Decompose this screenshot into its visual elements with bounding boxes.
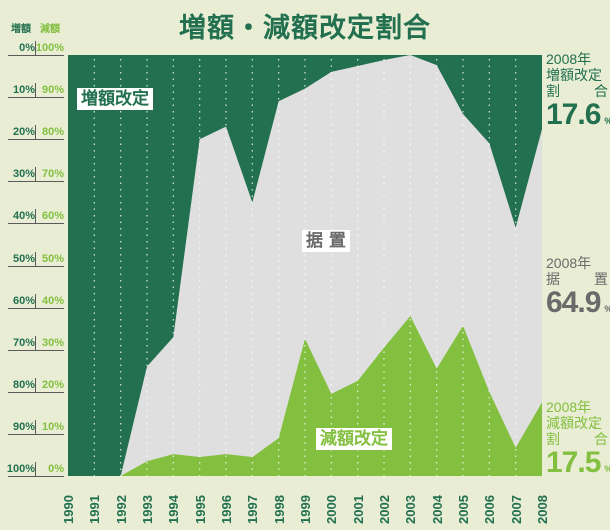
y-tick-row: 50% 50% [8, 250, 64, 267]
decrease-tick: 100% [35, 42, 64, 54]
decrease-tick: 0% [48, 463, 64, 475]
decrease-tick: 50% [41, 252, 64, 265]
y-tick-row: 100% 0% [6, 460, 64, 477]
summary-decrease-value: 17.5% [546, 446, 610, 485]
unchanged-label: 据 置 [302, 230, 350, 252]
tick-separator [35, 377, 36, 392]
year-text: 2001 [350, 495, 366, 524]
summary-decrease-label-top: 減額改定 [546, 415, 602, 431]
year-text: 2007 [508, 495, 524, 524]
tick-separator [35, 167, 36, 182]
label-a: 割 [546, 83, 560, 99]
y-tick-row: 30% 70% [8, 165, 64, 183]
y-tick-row: 20% 80% [8, 123, 64, 141]
summary-increase-year: 2008年 [546, 51, 592, 67]
year-text: 1997 [245, 495, 261, 524]
increase-tick: 80% [12, 378, 35, 391]
year-text: 1999 [298, 495, 313, 524]
year-text: 2006 [482, 495, 498, 524]
year-text: 1991 [87, 495, 103, 524]
chart-title: 増額・減額改定割合 [179, 13, 431, 44]
summary-increase-value: 17.6% [546, 98, 610, 137]
y-tick-row: 70% 30% [8, 334, 64, 351]
summary-unchanged-value: 64.9% [546, 286, 610, 325]
decrease-tick: 20% [41, 378, 64, 391]
year-text: 2004 [429, 495, 445, 524]
year-text: 1992 [113, 495, 129, 524]
year-text: 2003 [403, 495, 419, 524]
summary-decrease-label: 割合 [546, 431, 608, 447]
year-text: 1990 [61, 495, 76, 524]
year-text: 1993 [140, 495, 155, 524]
increase-tick: 20% [12, 126, 35, 139]
year-text: 1996 [219, 495, 234, 524]
y-tick-row: 0% 100% [8, 39, 64, 56]
decrease-tick: 90% [41, 84, 64, 97]
summary-increase-label-top: 増額改定 [546, 67, 602, 83]
decrease-tick: 70% [41, 168, 64, 181]
year-text: 2008 [535, 495, 550, 524]
value: 17.6 [546, 98, 601, 131]
tick-separator [35, 83, 36, 98]
y-tick-row: 60% 40% [8, 292, 64, 309]
increase-tick: 40% [12, 210, 35, 223]
decrease-area [68, 316, 542, 476]
decrease-tick: 80% [41, 126, 64, 139]
value: 17.5 [546, 446, 601, 479]
label-b: 置 [594, 271, 608, 287]
year-text: 1998 [271, 495, 287, 524]
increase-tick: 0% [19, 42, 35, 54]
x-tick-label: 2008 [527, 486, 557, 526]
year-text: 2005 [456, 495, 471, 524]
increase-tick: 10% [12, 84, 35, 97]
year-text: 2002 [377, 495, 392, 524]
label-b: 合 [594, 431, 608, 447]
tick-separator [35, 251, 36, 266]
increase-tick: 100% [6, 463, 35, 475]
unit: % [604, 304, 610, 314]
increase-tick: 90% [12, 420, 35, 433]
tick-separator [35, 335, 36, 350]
summary-increase-label: 割合 [546, 83, 608, 99]
value: 64.9 [546, 286, 601, 319]
summary-decrease: 2008年 減額改定 割合 17.5% [546, 399, 610, 485]
summary-decrease-year: 2008年 [546, 399, 592, 415]
y-tick-row: 80% 20% [8, 376, 64, 393]
decrease-tick: 30% [41, 336, 64, 349]
tick-separator [35, 41, 36, 55]
y-tick-row: 90% 10% [8, 418, 64, 435]
tick-separator [35, 419, 36, 434]
increase-tick: 30% [12, 168, 35, 181]
increase-area [68, 55, 542, 476]
increase-tick: 60% [12, 294, 35, 307]
increase-label: 増額改定 [77, 88, 153, 110]
tick-separator [35, 209, 36, 224]
year-text: 1995 [192, 495, 208, 524]
increase-tick: 70% [12, 336, 35, 349]
decrease-label: 減額改定 [316, 428, 392, 450]
y-tick-row: 10% 90% [8, 81, 64, 99]
label-a: 据 [546, 271, 560, 287]
decrease-tick: 40% [41, 294, 64, 307]
decrease-tick: 10% [41, 420, 64, 433]
year-text: 1994 [166, 495, 182, 524]
summary-unchanged-label: 据置 [546, 271, 608, 287]
right-axis-header: 減額 [40, 24, 60, 35]
label-b: 合 [594, 83, 608, 99]
unit: % [604, 116, 610, 126]
year-text: 2000 [324, 495, 340, 524]
decrease-tick: 60% [41, 210, 64, 223]
increase-tick: 50% [12, 252, 35, 265]
tick-separator [35, 462, 36, 476]
tick-separator [35, 125, 36, 140]
unit: % [604, 464, 610, 474]
tick-separator [35, 293, 36, 308]
y-tick-row: 40% 60% [8, 207, 64, 225]
left-axis-header: 増額 [11, 24, 31, 35]
summary-increase: 2008年 増額改定 割合 17.6% [546, 51, 610, 137]
label-a: 割 [546, 431, 560, 447]
summary-unchanged-year: 2008年 [546, 255, 592, 271]
summary-unchanged: 2008年 据置 64.9% [546, 255, 610, 325]
